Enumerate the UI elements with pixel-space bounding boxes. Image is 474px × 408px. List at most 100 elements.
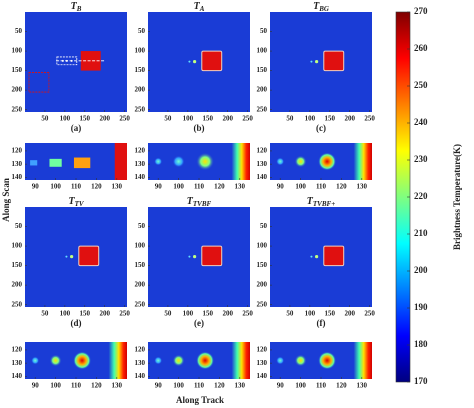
x-tick-label: 50	[164, 115, 172, 123]
y-tick-label: 150	[135, 66, 146, 74]
panel-title: TB	[71, 1, 82, 12]
image-background	[25, 207, 127, 307]
colorbar-tick-label: 250	[414, 80, 428, 90]
y-tick-label: 140	[12, 173, 23, 181]
y-tick-label: 120	[12, 147, 23, 155]
x-tick-label: 110	[194, 183, 205, 191]
x-tick-label: 120	[91, 382, 102, 390]
zoom-point	[49, 158, 62, 167]
point-target	[193, 60, 197, 64]
panel-title: TTV	[68, 196, 84, 207]
y-tick-label: 250	[12, 300, 23, 308]
zoom-point	[318, 351, 337, 370]
x-tick-label: 100	[183, 310, 194, 318]
panel-title-base: T	[71, 1, 78, 12]
point-target	[315, 60, 319, 64]
point-target	[310, 255, 313, 258]
y-tick-label: 140	[12, 372, 23, 380]
target	[78, 245, 100, 267]
x-tick-label: 200	[222, 310, 233, 318]
y-tick-label: 130	[12, 160, 23, 168]
x-tick-label: 100	[295, 382, 306, 390]
panel-label: (c)	[316, 123, 326, 133]
x-tick-label: 130	[235, 183, 246, 191]
y-tick-label: 100	[12, 242, 23, 250]
zoom-point	[73, 157, 91, 169]
colorbar-tick-label: 200	[414, 265, 428, 275]
x-tick-label: 90	[155, 382, 163, 390]
y-tick-label: 120	[12, 346, 23, 354]
zoom-point	[172, 155, 185, 168]
point-target	[65, 255, 68, 258]
y-tick-label: 130	[135, 359, 146, 367]
x-tick-label: 110	[316, 382, 327, 390]
panel-label: (f)	[317, 318, 326, 328]
x-tick-label: 250	[119, 115, 130, 123]
y-tick-label: 150	[257, 66, 268, 74]
y-tick-label: 130	[257, 359, 268, 367]
y-tick-label: 150	[257, 261, 268, 269]
y-tick-label: 50	[138, 27, 146, 35]
x-tick-label: 50	[164, 310, 172, 318]
image-background	[148, 207, 250, 307]
panel-title-sub: TV	[75, 200, 85, 208]
panel-title-sub: BG	[318, 5, 329, 13]
x-tick-label: 250	[364, 115, 375, 123]
x-tick-label: 100	[183, 115, 194, 123]
y-tick-label: 50	[15, 27, 23, 35]
x-tick-label: 130	[357, 382, 368, 390]
zoom-edge	[231, 342, 250, 379]
x-tick-label: 150	[203, 115, 214, 123]
zoom-point	[294, 354, 307, 367]
y-tick-label: 200	[257, 281, 268, 289]
x-tick-label: 120	[214, 183, 225, 191]
x-tick-label: 50	[41, 115, 49, 123]
y-tick-label: 150	[12, 66, 23, 74]
y-tick-label: 50	[15, 222, 23, 230]
x-tick-label: 100	[60, 310, 71, 318]
y-tick-label: 250	[135, 105, 146, 113]
target	[323, 245, 345, 267]
x-tick-label: 50	[286, 115, 294, 123]
y-tick-label: 250	[257, 105, 268, 113]
target	[323, 50, 345, 72]
x-tick-label: 100	[173, 183, 184, 191]
panel-title-base: T	[194, 1, 201, 12]
panel-title-sub: TVBF+	[313, 200, 335, 208]
y-tick-label: 140	[135, 173, 146, 181]
x-tick-label: 250	[242, 115, 253, 123]
y-tick-label: 140	[257, 372, 268, 380]
zoom-point	[154, 157, 163, 166]
x-tick-label: 100	[50, 382, 61, 390]
panel-label: (b)	[194, 123, 205, 133]
x-tick-label: 90	[277, 183, 285, 191]
y-tick-label: 100	[12, 47, 23, 55]
colorbar-label: Brightness Temperature(K)	[452, 144, 462, 250]
x-tick-label: 150	[80, 115, 91, 123]
image-background	[270, 207, 372, 307]
zoom-edge	[108, 342, 127, 379]
x-tick-label: 120	[91, 183, 102, 191]
x-tick-label: 250	[364, 310, 375, 318]
colorbar-tick-label: 220	[414, 191, 428, 201]
panel-title: TA	[194, 1, 205, 12]
x-tick-label: 110	[194, 382, 205, 390]
x-tick-label: 130	[357, 183, 368, 191]
x-tick-label: 200	[99, 115, 110, 123]
x-tick-label: 200	[99, 310, 110, 318]
panel-title: TTVBF+	[307, 196, 335, 207]
panel-title-base: T	[307, 196, 314, 207]
point-target	[188, 60, 191, 63]
zoom-point	[30, 160, 38, 166]
colorbar-tick-label: 230	[414, 154, 428, 164]
y-tick-label: 100	[257, 242, 268, 250]
colorbar-tick-label: 240	[414, 117, 428, 127]
point-target	[65, 59, 68, 62]
panel-title-sub: B	[76, 5, 82, 13]
point-target	[188, 255, 191, 258]
x-tick-label: 200	[344, 310, 355, 318]
zoom-point	[154, 356, 163, 365]
x-axis-label: Along Track	[176, 395, 224, 405]
x-tick-label: 100	[60, 115, 71, 123]
